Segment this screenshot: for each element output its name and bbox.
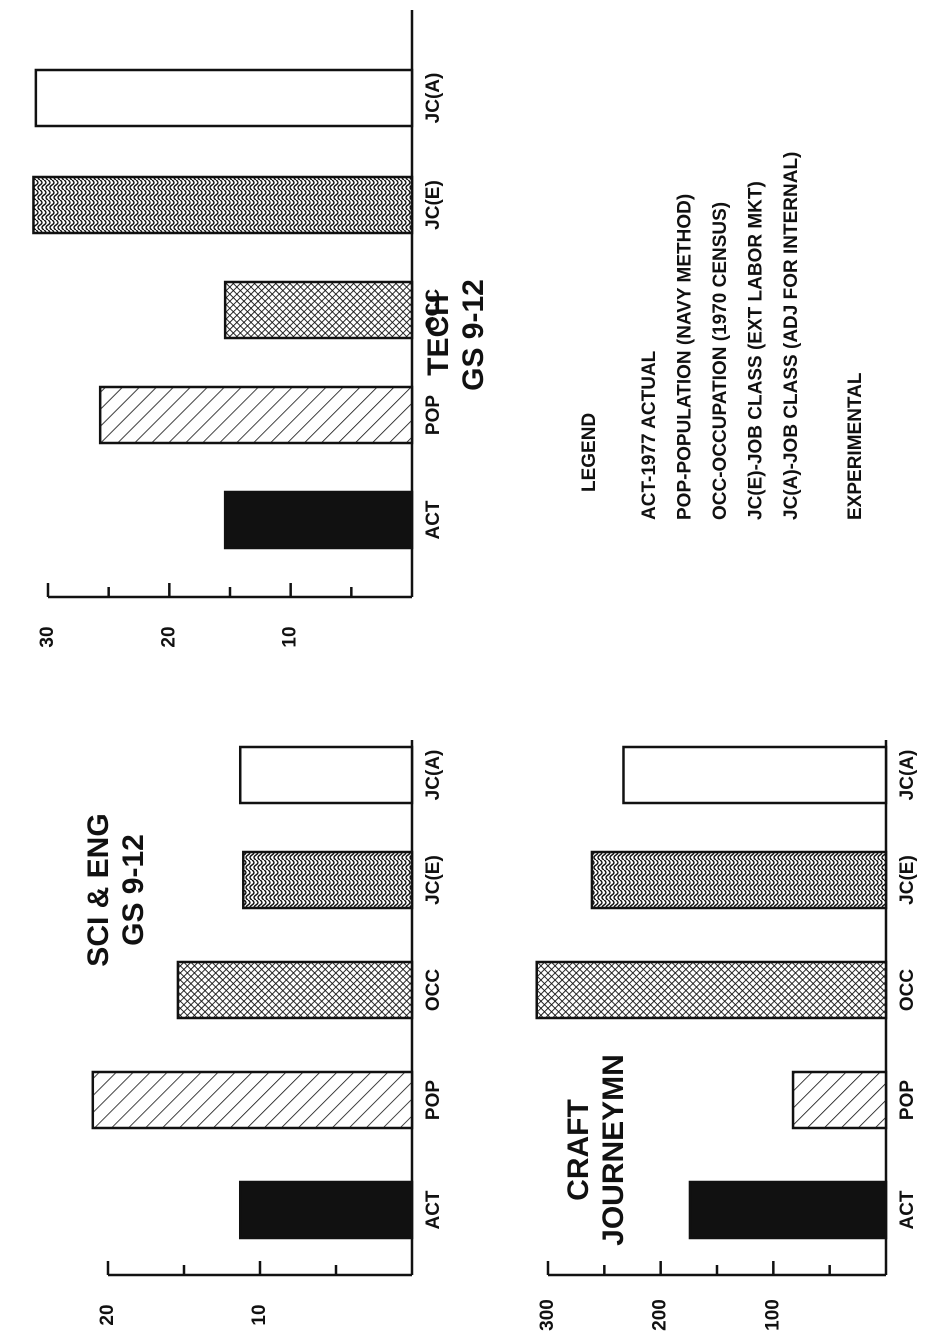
category-label: JC(A) <box>423 73 444 124</box>
bar <box>223 490 414 550</box>
category-label: JC(E) <box>897 855 918 905</box>
category-label: POP <box>897 1080 918 1120</box>
category-label: POP <box>423 1080 444 1120</box>
bar <box>242 850 414 910</box>
tick-label: 20 <box>97 1304 118 1325</box>
bar <box>535 960 888 1020</box>
legend-item: ACT-1977 ACTUAL <box>639 350 660 520</box>
tick-label: 100 <box>762 1299 783 1331</box>
bar <box>622 745 888 805</box>
chart-title: CRAFT <box>562 1099 595 1201</box>
legend-item: POP-POPULATION (NAVY METHOD) <box>675 194 696 520</box>
bar <box>238 745 414 805</box>
chart-title: TECH <box>422 294 455 376</box>
bar <box>223 280 414 340</box>
bar <box>688 1180 888 1240</box>
category-label: JC(A) <box>897 750 918 801</box>
bar <box>98 385 414 445</box>
category-label: OCC <box>897 969 918 1012</box>
category-label: JC(A) <box>423 750 444 801</box>
tick-label: 10 <box>249 1304 270 1325</box>
tick-label: 300 <box>537 1299 558 1331</box>
chart-subtitle: JOURNEYMN <box>597 1054 630 1246</box>
category-label: POP <box>423 395 444 435</box>
bar <box>791 1070 888 1130</box>
category-label: ACT <box>897 1190 918 1229</box>
tick-label: 200 <box>650 1299 671 1331</box>
category-label: OCC <box>423 289 444 332</box>
tick-label: 30 <box>37 626 58 647</box>
tick-label: 10 <box>280 626 301 647</box>
tick-label: 20 <box>158 626 179 647</box>
legend-title: LEGEND <box>579 413 600 492</box>
legend-item: OCC-OCCUPATION (1970 CENSUS) <box>710 202 731 520</box>
bar <box>590 850 888 910</box>
legend-note: EXPERIMENTAL <box>845 372 866 520</box>
bar <box>91 1070 414 1130</box>
chart-title: SCI & ENG <box>82 813 115 966</box>
bar <box>32 175 414 235</box>
category-label: JC(E) <box>423 855 444 905</box>
bar <box>34 68 414 128</box>
legend-item: JC(A)-JOB CLASS (ADJ FOR INTERNAL) <box>781 152 802 520</box>
legend-item: JC(E)-JOB CLASS (EXT LABOR MKT) <box>746 181 767 520</box>
category-label: OCC <box>423 969 444 1012</box>
chart-subtitle: GS 9-12 <box>457 279 490 391</box>
category-label: JC(E) <box>423 180 444 230</box>
bar <box>176 960 414 1020</box>
chart-subtitle: GS 9-12 <box>117 834 150 946</box>
bar <box>238 1180 414 1240</box>
category-label: ACT <box>423 1190 444 1229</box>
category-label: ACT <box>423 500 444 539</box>
